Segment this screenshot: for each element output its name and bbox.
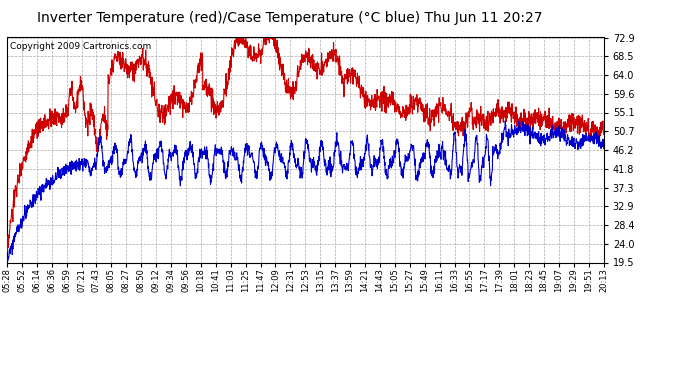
Text: Copyright 2009 Cartronics.com: Copyright 2009 Cartronics.com (10, 42, 151, 51)
Text: Inverter Temperature (red)/Case Temperature (°C blue) Thu Jun 11 20:27: Inverter Temperature (red)/Case Temperat… (37, 11, 542, 25)
